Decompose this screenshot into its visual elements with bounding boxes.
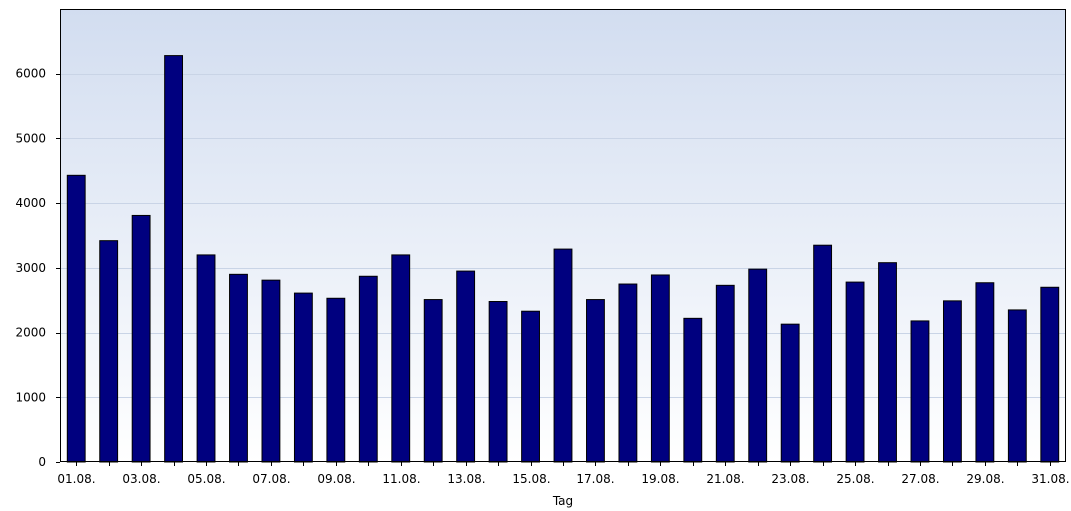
bars: [66, 55, 1060, 463]
bar-18.08.: [618, 283, 638, 463]
bar-11.08.: [391, 254, 411, 463]
bar-04.08.: [164, 55, 184, 463]
x-tick-label: 29.08.: [966, 472, 1004, 486]
bar-22.08.: [748, 268, 768, 463]
bar-15.08.: [521, 310, 540, 463]
x-tick-label: 07.08.: [252, 472, 290, 486]
bar-17.08.: [586, 299, 605, 463]
x-axis-title: Tag: [552, 494, 573, 508]
x-tick-label: 31.08.: [1031, 472, 1069, 486]
x-tick-label: 05.08.: [187, 472, 225, 486]
bar-13.08.: [456, 270, 476, 463]
bar-05.08.: [196, 254, 216, 463]
x-tick-label: 17.08.: [576, 472, 614, 486]
y-tick-label: 6000: [15, 67, 46, 81]
y-tick-label: 5000: [15, 131, 46, 145]
bar-09.08.: [326, 297, 346, 463]
y-tick-label: 0: [38, 455, 46, 469]
y-tick-label: 3000: [15, 261, 46, 275]
bar-29.08.: [975, 282, 995, 463]
bar-28.08.: [942, 300, 962, 463]
bar-02.08.: [99, 240, 119, 463]
plot-frame: [60, 9, 1066, 462]
bar-07.08.: [261, 279, 281, 463]
x-axis: 01.08. 03.08. 05.08. 07.08. 09.08. 11.08. 13.0…: [57, 462, 1070, 486]
x-tick-label: 21.08.: [706, 472, 744, 486]
bar-31.08.: [1040, 286, 1060, 463]
bar-27.08.: [910, 320, 930, 463]
x-tick-label: 27.08.: [901, 472, 939, 486]
x-tick-label: 15.08.: [512, 472, 550, 486]
bar-26.08.: [878, 262, 897, 463]
bar-19.08.: [650, 274, 670, 463]
x-tick-label: 19.08.: [641, 472, 679, 486]
y-tick-label: 4000: [15, 196, 46, 210]
x-tick-label: 01.08.: [57, 472, 95, 486]
x-tick-label: 25.08.: [836, 472, 874, 486]
bar-24.08.: [813, 244, 833, 463]
x-tick-label: 13.08.: [447, 472, 485, 486]
bar-06.08.: [229, 273, 248, 463]
bar-12.08.: [423, 299, 443, 463]
x-tick-label: 03.08.: [122, 472, 160, 486]
x-tick-label: 09.08.: [317, 472, 355, 486]
y-tick-label: 1000: [15, 390, 46, 404]
bar-03.08.: [131, 214, 151, 463]
bar-25.08.: [845, 281, 865, 463]
bar-01.08.: [66, 174, 86, 463]
bar-08.08.: [293, 292, 313, 463]
bar-30.08.: [1007, 309, 1027, 463]
x-tick-label: 11.08.: [382, 472, 420, 486]
bar-20.08.: [683, 317, 703, 463]
y-axis: 0 1000 2000 3000 4000 5000 6000: [15, 67, 60, 469]
bar-16.08.: [553, 248, 573, 463]
bar-10.08.: [358, 275, 378, 463]
y-tick-label: 2000: [15, 326, 46, 340]
bar-23.08.: [780, 323, 800, 463]
x-tick-label: 23.08.: [771, 472, 809, 486]
bar-21.08.: [715, 284, 735, 463]
bar-14.08.: [488, 301, 508, 463]
